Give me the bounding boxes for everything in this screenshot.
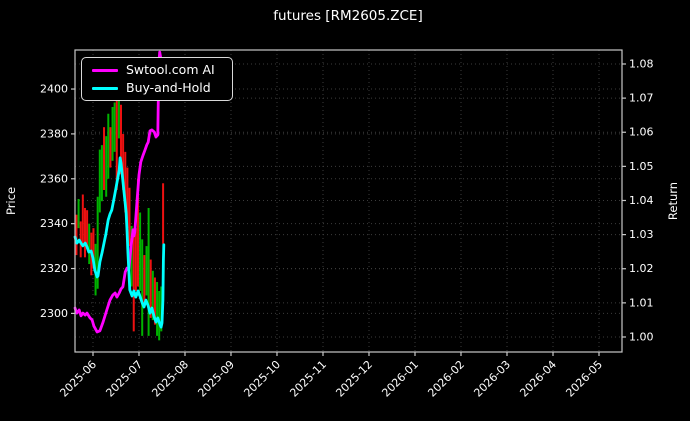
right-axis-title: Return: [666, 182, 680, 220]
right-tick-label: 1.03: [629, 228, 654, 241]
right-tick-label: 1.02: [629, 262, 654, 275]
legend: Swtool.com AI Buy-and-Hold: [81, 57, 233, 101]
x-tick-label: 2026-04: [517, 358, 559, 400]
x-tick-label: 2025-07: [103, 358, 145, 400]
x-tick-label: 2026-03: [471, 358, 513, 400]
right-tick-label: 1.05: [629, 160, 654, 173]
x-tick-label: 2025-11: [287, 358, 329, 400]
buy-and-hold-line: [73, 156, 166, 329]
right-tick-label: 1.07: [629, 92, 654, 105]
right-tick-label: 1.00: [629, 330, 654, 343]
left-tick-label: 2340: [40, 217, 68, 230]
x-tick-label: 2025-12: [333, 358, 375, 400]
ai-line-swatch: [92, 68, 118, 72]
left-tick-label: 2360: [40, 172, 68, 185]
left-tick-label: 2320: [40, 262, 68, 275]
right-tick-label: 1.04: [629, 194, 654, 207]
right-tick-label: 1.08: [629, 57, 654, 70]
legend-label-buy-and-hold: Buy-and-Hold: [126, 79, 211, 95]
right-tick-label: 1.01: [629, 296, 654, 309]
left-axis-title: Price: [4, 187, 18, 215]
x-tick-label: 2025-08: [149, 358, 191, 400]
legend-label-ai: Swtool.com AI: [126, 61, 215, 77]
x-tick-label: 2025-10: [241, 358, 283, 400]
plot-border: [74, 49, 623, 353]
x-tick-label: 2026-02: [425, 358, 467, 400]
x-tick-label: 2025-06: [57, 358, 99, 400]
right-tick-label: 1.06: [629, 126, 654, 139]
x-tick-label: 2025-09: [195, 358, 237, 400]
legend-entry-buy-and-hold: Buy-and-Hold: [92, 79, 224, 97]
left-tick-label: 2300: [40, 307, 68, 320]
strategy-lines: [73, 50, 166, 334]
x-tick-label: 2026-01: [379, 358, 421, 400]
left-tick-label: 2400: [40, 83, 68, 96]
x-tick-label: 2026-05: [563, 358, 605, 400]
price-range-bars: [75, 80, 165, 341]
left-tick-label: 2380: [40, 127, 68, 140]
chart-title: futures [RM2605.ZCE]: [273, 8, 422, 24]
ai-strategy-line: [73, 50, 162, 334]
buy-and-hold-line-swatch: [92, 86, 118, 90]
legend-entry-ai: Swtool.com AI: [92, 61, 224, 79]
